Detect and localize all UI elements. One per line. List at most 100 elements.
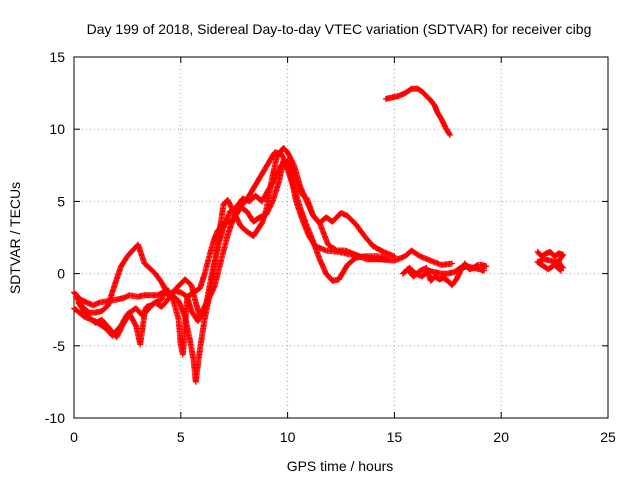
data-point (152, 270, 164, 285)
data-point (113, 322, 126, 341)
data-points (71, 85, 567, 385)
data-point (446, 131, 453, 138)
data-point (316, 256, 329, 276)
data-point (216, 202, 227, 237)
data-point (192, 347, 203, 385)
data-point (194, 309, 207, 325)
data-point (246, 179, 260, 199)
data-point (419, 268, 431, 280)
data-point (325, 241, 339, 253)
data-point (186, 334, 197, 362)
data-point (141, 260, 153, 272)
data-point (323, 270, 335, 283)
data-point (98, 316, 111, 329)
data-point (212, 257, 224, 289)
x-tick-label-3: 15 (387, 429, 403, 445)
data-point (177, 289, 190, 299)
data-point (297, 205, 310, 228)
data-point (231, 210, 243, 228)
data-point (250, 215, 262, 225)
data-point (291, 162, 303, 189)
data-point (118, 254, 130, 270)
data-point (353, 221, 367, 238)
data-point (141, 306, 151, 317)
data-point (442, 124, 453, 137)
data-point (254, 164, 269, 185)
data-point (259, 208, 269, 227)
data-point (250, 221, 265, 240)
data-point (71, 305, 87, 320)
data-point (197, 273, 207, 291)
data-point (197, 319, 208, 352)
x-axis-label: GPS time / hours (287, 458, 394, 474)
data-point (449, 260, 456, 267)
data-point (126, 311, 139, 328)
x-tick-label-0: 0 (70, 429, 78, 445)
data-point (263, 173, 276, 214)
data-point (201, 289, 214, 315)
data-point (201, 257, 212, 278)
y-tick-label-2: 0 (57, 266, 65, 282)
data-point (224, 197, 237, 215)
data-point (414, 85, 425, 94)
data-point (73, 293, 85, 309)
data-point (263, 150, 278, 170)
data-point (303, 222, 316, 244)
data-point (111, 264, 124, 289)
data-point (316, 220, 331, 247)
y-tick-label-4: 10 (49, 121, 65, 137)
data-point (408, 247, 422, 259)
data-point (434, 108, 444, 121)
data-point (147, 266, 158, 276)
data-point (297, 184, 310, 204)
x-tick-label-4: 20 (493, 429, 509, 445)
data-point (220, 209, 233, 231)
data-point (427, 97, 438, 108)
chart-title: Day 199 of 2018, Sidereal Day-to-day VTE… (87, 21, 592, 37)
x-tick-label-2: 10 (280, 429, 296, 445)
y-tick-label-3: 5 (57, 193, 65, 209)
series-arc-d (73, 145, 391, 325)
series-arc-h (534, 248, 567, 274)
data-point (344, 212, 358, 227)
data-point (344, 255, 358, 268)
data-point (335, 263, 350, 283)
data-point (291, 185, 303, 211)
data-point (481, 267, 488, 274)
data-point (237, 222, 249, 234)
axis-ticks: 0 5 10 15 20 25 -10 -5 0 5 10 15 (45, 49, 616, 445)
y-tick-label-5: 15 (49, 49, 65, 65)
data-point (98, 303, 111, 315)
series-arc-b (71, 158, 389, 385)
data-point (284, 149, 297, 167)
data-point (451, 265, 463, 276)
data-point (538, 251, 548, 260)
data-point (207, 260, 218, 294)
data-point (539, 262, 552, 273)
data-point (284, 166, 297, 191)
y-tick-label-1: -5 (53, 338, 66, 354)
data-point (449, 277, 459, 289)
x-tick-label-1: 5 (177, 429, 185, 445)
data-point (303, 198, 316, 218)
data-point (237, 204, 249, 214)
data-point (310, 238, 323, 261)
data-point (423, 93, 433, 103)
plot-frame (73, 56, 609, 419)
x-tick-label-5: 25 (600, 429, 616, 445)
data-point (212, 231, 222, 265)
data-point (124, 247, 136, 260)
data-point (184, 293, 195, 313)
data-point (135, 241, 147, 266)
data-point (553, 259, 566, 270)
data-point (158, 279, 171, 297)
series-arc-g (399, 263, 488, 280)
data-point (391, 253, 398, 260)
data-point (269, 179, 282, 205)
data-point (419, 88, 429, 99)
data-point (483, 263, 490, 270)
data-point (440, 274, 450, 284)
data-point (205, 241, 216, 263)
data-point (137, 312, 148, 348)
